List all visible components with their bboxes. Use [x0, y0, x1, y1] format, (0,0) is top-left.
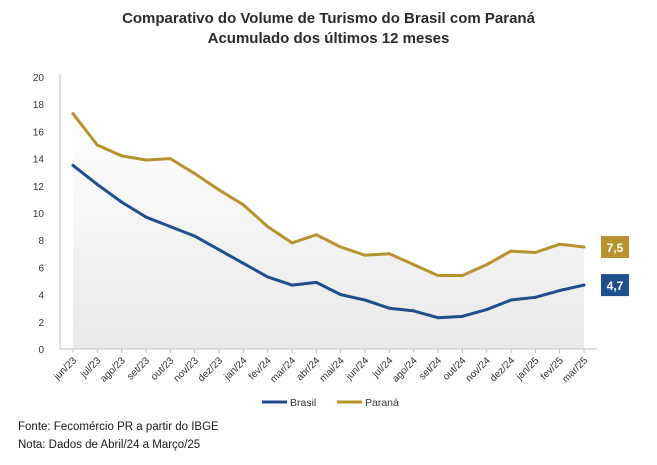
end-value-label: 4,7 [607, 279, 624, 293]
data-point [95, 182, 99, 186]
x-tick-label: dez/23 [196, 355, 225, 384]
data-point [120, 200, 124, 204]
x-tick-label: nov/23 [172, 355, 201, 384]
data-point [436, 274, 440, 278]
data-point [266, 275, 270, 279]
data-point [144, 215, 148, 219]
data-point [168, 225, 172, 229]
legend-label: Paraná [365, 397, 399, 409]
data-point [387, 306, 391, 310]
data-point [509, 298, 513, 302]
end-value-badge [601, 236, 629, 258]
data-point [387, 252, 391, 256]
data-point [558, 242, 562, 246]
end-value-label: 7,5 [607, 241, 624, 255]
series-line-brasil [71, 163, 586, 320]
data-point [436, 316, 440, 320]
data-point [71, 112, 75, 116]
series-line-parana [71, 112, 586, 278]
x-tick-label: mar/25 [560, 355, 590, 385]
data-point [95, 143, 99, 147]
data-point [339, 293, 343, 297]
data-point [193, 172, 197, 176]
data-point [533, 250, 537, 254]
x-tick-label: abr/24 [295, 355, 323, 383]
x-tick-label: set/24 [417, 355, 444, 382]
data-point [290, 241, 294, 245]
y-tick-label: 20 [33, 73, 45, 84]
legend-label: Brasil [290, 397, 316, 409]
y-tick-label: 14 [33, 155, 45, 166]
data-point [217, 188, 221, 192]
data-point [71, 163, 75, 167]
data-point [533, 295, 537, 299]
data-point [217, 248, 221, 252]
data-point [339, 245, 343, 249]
data-point [582, 245, 586, 249]
data-point [266, 225, 270, 229]
data-point [363, 253, 367, 257]
data-point [314, 280, 318, 284]
data-point [460, 274, 464, 278]
x-tick-label: jan/25 [514, 355, 542, 383]
data-point [363, 298, 367, 302]
data-point [193, 234, 197, 238]
y-tick-label: 8 [38, 236, 44, 247]
data-point [290, 283, 294, 287]
y-tick-label: 2 [38, 318, 44, 329]
data-point [314, 233, 318, 237]
x-tick-label: mai/24 [318, 355, 347, 384]
x-tick-label: jun/24 [343, 355, 371, 383]
chart-title-line-2: Acumulado dos últimos 12 meses [207, 30, 450, 47]
data-point [144, 158, 148, 162]
y-tick-label: 6 [38, 263, 44, 274]
data-point [558, 289, 562, 293]
chart-title-line-1: Comparativo do Volume de Turismo do Bras… [122, 10, 535, 27]
x-tick-label: jun/23 [51, 355, 79, 383]
x-tick-label: jan/24 [222, 355, 250, 383]
source-note: Fonte: Fecomércio PR a partir do IBGE [18, 421, 219, 433]
x-tick-label: dez/24 [488, 355, 517, 384]
data-note: Nota: Dados de Abril/24 a Março/25 [18, 439, 201, 451]
x-tick-label: mar/24 [268, 355, 298, 385]
data-point [509, 249, 513, 253]
x-tick-label: nov/24 [464, 355, 493, 384]
data-point [485, 263, 489, 267]
data-point [582, 283, 586, 287]
data-point [460, 314, 464, 318]
y-tick-label: 4 [38, 291, 44, 302]
background-area [73, 113, 584, 349]
x-tick-label: ago/23 [98, 355, 128, 385]
data-point [412, 263, 416, 267]
y-tick-label: 12 [33, 182, 45, 193]
data-point [412, 309, 416, 313]
y-tick-label: 18 [33, 100, 45, 111]
y-tick-label: 0 [38, 345, 44, 356]
y-tick-label: 10 [33, 209, 45, 220]
data-point [241, 261, 245, 265]
data-point [168, 157, 172, 161]
data-point [241, 203, 245, 207]
data-point [485, 308, 489, 312]
x-tick-label: set/23 [125, 355, 152, 382]
data-point [120, 154, 124, 158]
x-tick-label: ago/24 [390, 355, 420, 385]
end-value-badge [601, 274, 629, 297]
y-tick-label: 16 [33, 127, 45, 138]
